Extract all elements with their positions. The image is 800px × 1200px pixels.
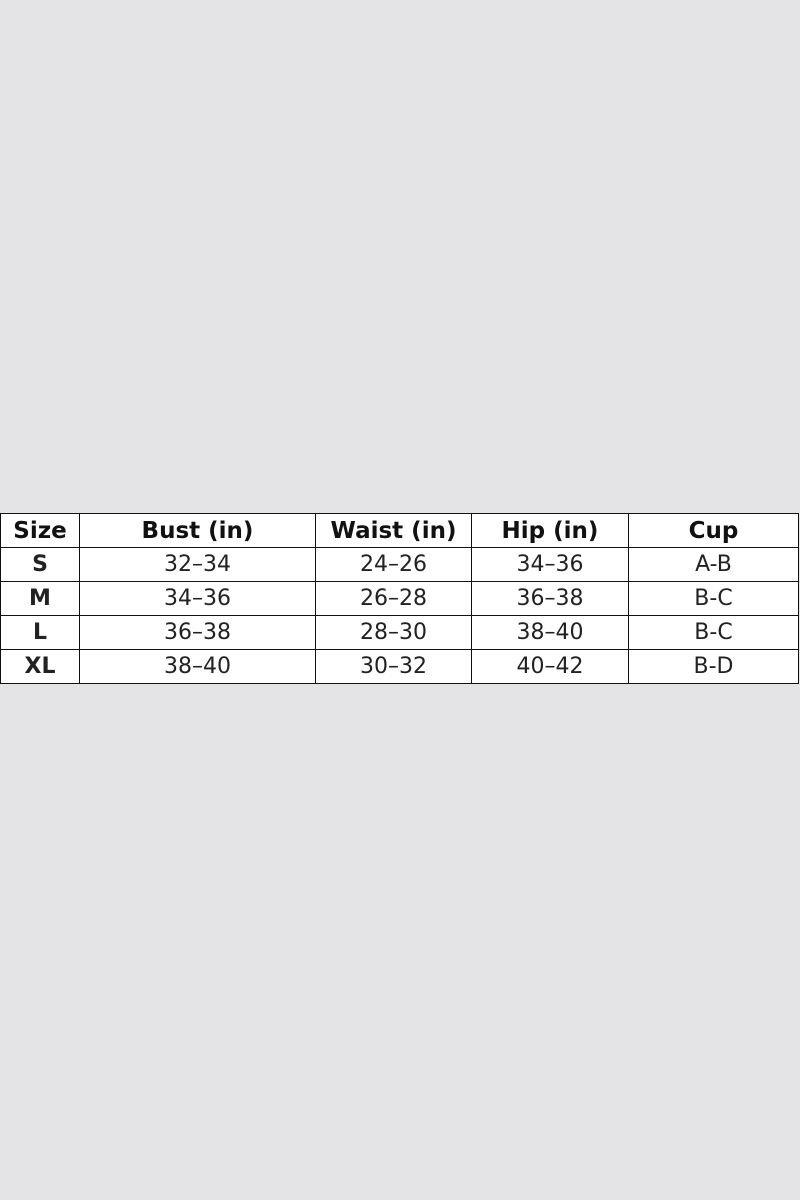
header-cell: Hip (in) bbox=[471, 513, 629, 548]
measure-cell: 28–30 bbox=[315, 615, 472, 650]
measure-cell: 24–26 bbox=[315, 547, 472, 582]
size-cell: M bbox=[0, 581, 80, 616]
measure-cell: 38–40 bbox=[471, 615, 629, 650]
measure-cell: 26–28 bbox=[315, 581, 472, 616]
measure-cell: 32–34 bbox=[79, 547, 316, 582]
table-head: Size Bust (in) Waist (in) Hip (in) Cup bbox=[0, 513, 799, 548]
table-body: S 32–34 24–26 34–36 A-B M 34–36 26–28 36–38 B-C L 3… bbox=[0, 547, 799, 684]
measure-cell: 36–38 bbox=[79, 615, 316, 650]
table-row: XL 38–40 30–32 40–42 B-D bbox=[0, 649, 799, 684]
size-table: Size Bust (in) Waist (in) Hip (in) Cup S 32–3… bbox=[0, 513, 799, 684]
measure-cell: 36–38 bbox=[471, 581, 629, 616]
header-cell: Cup bbox=[628, 513, 799, 548]
measure-cell: A-B bbox=[628, 547, 799, 582]
header-cell: Bust (in) bbox=[79, 513, 316, 548]
header-cell: Size bbox=[0, 513, 80, 548]
size-cell: XL bbox=[0, 649, 80, 684]
size-cell: S bbox=[0, 547, 80, 582]
measure-cell: 40–42 bbox=[471, 649, 629, 684]
measure-cell: B-C bbox=[628, 615, 799, 650]
measure-cell: 30–32 bbox=[315, 649, 472, 684]
table-row: L 36–38 28–30 38–40 B-C bbox=[0, 615, 799, 650]
measure-cell: B-D bbox=[628, 649, 799, 684]
measure-cell: 34–36 bbox=[79, 581, 316, 616]
header-cell: Waist (in) bbox=[315, 513, 472, 548]
measure-cell: 34–36 bbox=[471, 547, 629, 582]
size-cell: L bbox=[0, 615, 80, 650]
measure-cell: 38–40 bbox=[79, 649, 316, 684]
table-row: S 32–34 24–26 34–36 A-B bbox=[0, 547, 799, 582]
table-row: M 34–36 26–28 36–38 B-C bbox=[0, 581, 799, 616]
measure-cell: B-C bbox=[628, 581, 799, 616]
header-row: Size Bust (in) Waist (in) Hip (in) Cup bbox=[0, 513, 799, 548]
